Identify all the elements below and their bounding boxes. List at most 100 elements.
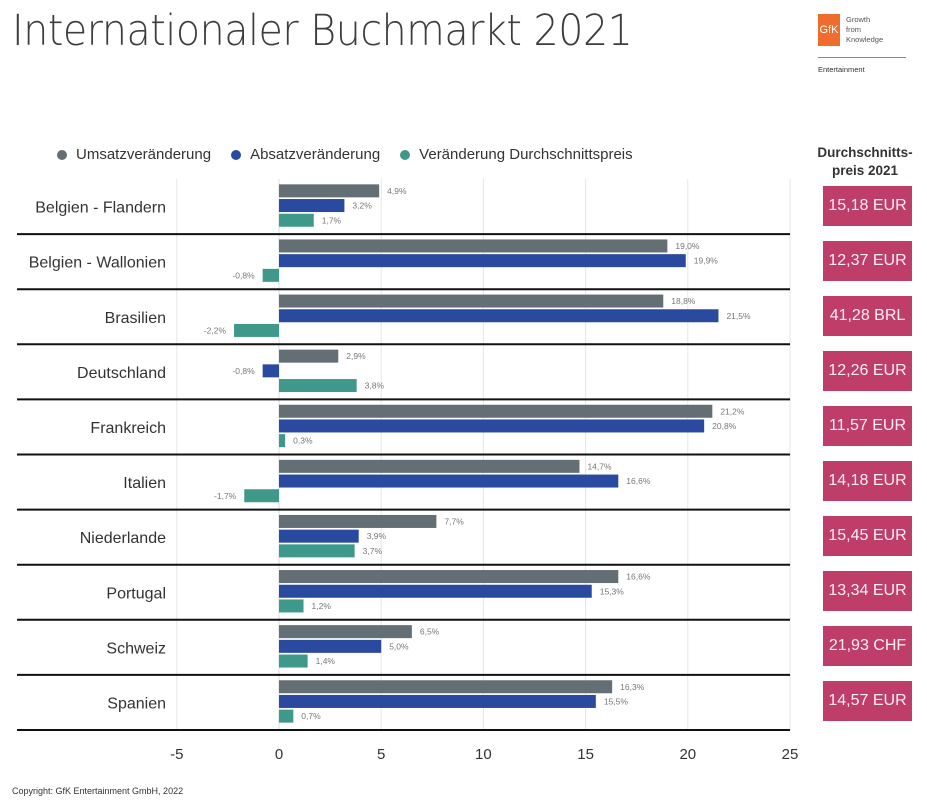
price-box: 41,28 BRL bbox=[823, 295, 912, 336]
data-label: -0,8% bbox=[232, 366, 255, 376]
gfk-division: Entertainment bbox=[818, 65, 865, 74]
data-label: 3,2% bbox=[352, 201, 372, 211]
bar-absatz bbox=[279, 529, 359, 543]
price-box: 12,26 EUR bbox=[823, 350, 912, 391]
data-label: 1,2% bbox=[312, 601, 332, 611]
price-box: 15,18 EUR bbox=[823, 185, 912, 226]
legend-dot-icon bbox=[400, 149, 411, 160]
x-tick-label: -5 bbox=[170, 746, 183, 763]
tagline-line-1: Growth bbox=[846, 15, 871, 24]
legend-label: Absatzveränderung bbox=[250, 146, 381, 163]
price-box: 14,57 EUR bbox=[823, 681, 912, 722]
data-label: -1,7% bbox=[214, 491, 237, 501]
bar-preis bbox=[279, 213, 314, 227]
bar-umsatz bbox=[279, 349, 339, 363]
price-box: 21,93 CHF bbox=[823, 626, 912, 667]
bar-preis bbox=[244, 489, 279, 503]
gfk-tagline: Growth from Knowledge bbox=[846, 15, 883, 45]
bar-umsatz bbox=[279, 570, 619, 584]
bar-preis bbox=[234, 323, 279, 337]
price-box: 13,34 EUR bbox=[823, 571, 912, 612]
data-label: 15,3% bbox=[600, 586, 625, 596]
legend-item-absatz: Absatzveränderung bbox=[231, 146, 380, 163]
legend-label: Umsatzveränderung bbox=[76, 146, 212, 163]
tagline-line-3: Knowledge bbox=[846, 35, 884, 44]
legend-label: Veränderung Durchschnittspreis bbox=[419, 146, 633, 163]
bar-absatz bbox=[279, 309, 719, 323]
bar-umsatz bbox=[279, 680, 613, 694]
category-label: Portugal bbox=[106, 585, 166, 602]
category-label: Spanien bbox=[107, 695, 166, 712]
bar-umsatz bbox=[279, 459, 580, 473]
x-tick-label: 10 bbox=[475, 746, 492, 763]
data-label: 16,6% bbox=[626, 476, 651, 486]
data-label: 4,9% bbox=[387, 186, 407, 196]
category-label: Niederlande bbox=[80, 530, 166, 547]
bar-preis bbox=[279, 544, 355, 558]
data-label: -0,8% bbox=[232, 270, 255, 280]
x-tick-label: 0 bbox=[275, 746, 283, 763]
page-title: Internationaler Buchmarkt 2021 bbox=[12, 6, 633, 56]
bar-absatz bbox=[279, 199, 345, 213]
bar-absatz bbox=[279, 694, 596, 708]
price-box: 14,18 EUR bbox=[823, 461, 912, 502]
legend-dot-icon bbox=[231, 149, 242, 160]
gfk-logo: GfK Growth from Knowledge Entertainment bbox=[818, 14, 908, 78]
bar-absatz bbox=[279, 584, 592, 598]
data-label: 21,5% bbox=[726, 311, 751, 321]
bar-preis bbox=[279, 379, 357, 393]
chart-legend: Umsatzveränderung Absatzveränderung Verä… bbox=[57, 146, 633, 163]
bar-preis bbox=[262, 268, 279, 282]
bar-absatz bbox=[262, 364, 279, 378]
bar-absatz bbox=[279, 474, 619, 488]
data-label: 0,7% bbox=[301, 711, 321, 721]
data-label: 1,7% bbox=[322, 215, 342, 225]
category-label: Frankreich bbox=[90, 420, 166, 437]
bar-absatz bbox=[279, 254, 686, 268]
x-tick-label: 20 bbox=[679, 746, 696, 763]
price-box: 15,45 EUR bbox=[823, 516, 912, 557]
x-tick-label: 15 bbox=[577, 746, 594, 763]
bar-umsatz bbox=[279, 514, 437, 528]
data-label: 16,3% bbox=[620, 682, 645, 692]
legend-item-preis: Veränderung Durchschnittspreis bbox=[400, 146, 633, 163]
data-label: 0,3% bbox=[293, 436, 313, 446]
data-label: 20,8% bbox=[712, 421, 737, 431]
data-label: 7,7% bbox=[444, 516, 464, 526]
bar-umsatz bbox=[279, 239, 668, 253]
data-label: -2,2% bbox=[204, 325, 227, 335]
price-box: 11,57 EUR bbox=[823, 405, 912, 446]
data-label: 3,8% bbox=[365, 381, 385, 391]
category-label: Belgien - Flandern bbox=[35, 200, 166, 217]
data-label: 19,0% bbox=[675, 241, 700, 251]
bar-absatz bbox=[279, 419, 705, 433]
data-label: 14,7% bbox=[587, 461, 612, 471]
price-heading-line-2: preis 2021 bbox=[831, 163, 899, 178]
bar-preis bbox=[279, 654, 308, 668]
legend-dot-icon bbox=[57, 149, 67, 160]
bar-umsatz bbox=[279, 184, 380, 198]
bar-preis bbox=[279, 434, 286, 448]
bar-umsatz bbox=[279, 294, 664, 308]
x-tick-label: 5 bbox=[377, 746, 385, 763]
gfk-logo-mark: GfK bbox=[818, 14, 840, 46]
bar-preis bbox=[279, 709, 294, 723]
bar-absatz bbox=[279, 639, 382, 653]
data-label: 21,2% bbox=[720, 406, 745, 416]
data-label: 16,6% bbox=[626, 572, 651, 582]
data-label: 1,4% bbox=[316, 656, 336, 666]
category-label: Schweiz bbox=[106, 640, 166, 657]
copyright: Copyright: GfK Entertainment GmbH, 2022 bbox=[12, 786, 184, 796]
data-label: 3,7% bbox=[363, 546, 383, 556]
price-box: 12,37 EUR bbox=[823, 240, 912, 281]
data-label: 15,5% bbox=[604, 696, 629, 706]
bar-umsatz bbox=[279, 404, 713, 418]
legend-item-umsatz: Umsatzveränderung bbox=[57, 146, 211, 163]
data-label: 5,0% bbox=[389, 641, 409, 651]
data-label: 18,8% bbox=[671, 296, 696, 306]
price-heading-line-1: Durchschnitts- bbox=[817, 145, 913, 160]
data-label: 19,9% bbox=[694, 256, 719, 266]
tagline-line-2: from bbox=[846, 25, 861, 34]
bar-umsatz bbox=[279, 625, 412, 639]
